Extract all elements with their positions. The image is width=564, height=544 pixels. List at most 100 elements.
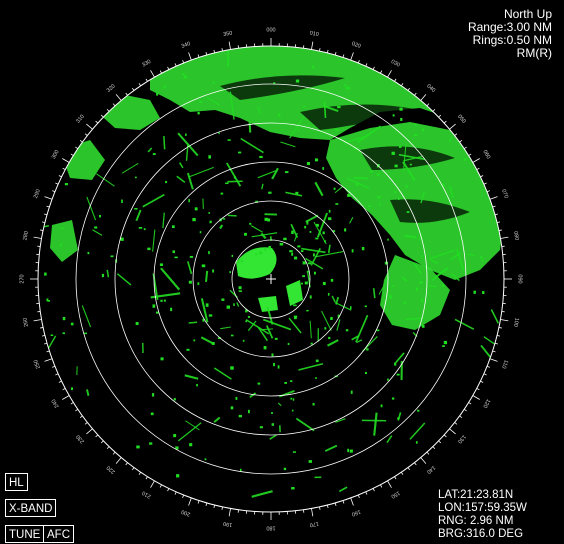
bearing-tick [494, 213, 498, 216]
echo-clutter-streak [219, 224, 224, 230]
echo-speck [315, 359, 319, 363]
echo-speck [247, 409, 250, 414]
echo-speck [302, 275, 305, 278]
bearing-tick [494, 342, 498, 345]
echo-speck [120, 237, 124, 241]
motion-mode[interactable]: RM(R) [516, 46, 552, 60]
echo-speck [229, 271, 231, 274]
echo-speck [218, 132, 220, 134]
echo-speck [64, 183, 68, 186]
echo-clutter-streak [316, 212, 329, 238]
echo-speck [243, 232, 247, 236]
echo-speck [208, 314, 213, 317]
echo-clutter-streak [331, 295, 336, 303]
echo-clutter-streak [225, 162, 242, 187]
afc-button[interactable]: AFC [43, 525, 74, 543]
bearing-tick [372, 66, 375, 70]
echo-speck [273, 82, 276, 85]
echo-speck [443, 340, 448, 345]
echo-speck [83, 332, 88, 335]
echo-speck [380, 404, 383, 408]
echo-clutter-streak [257, 170, 276, 179]
bearing-tick [468, 402, 472, 405]
tune-button[interactable]: TUNE [5, 525, 45, 543]
range-ring-5 [75, 83, 467, 475]
bearing-tick [62, 388, 66, 391]
echo-speck [322, 231, 325, 235]
bearing-label-180: 180 [266, 525, 275, 531]
cursor-bearing: BRG:316.0 DEG [438, 528, 524, 540]
range-readout[interactable]: Range:3.00 NM [467, 20, 552, 34]
bearing-tick [197, 54, 200, 58]
bearing-tick [311, 41, 314, 50]
echo-clutter-streak [178, 162, 184, 169]
echo-speck [174, 256, 178, 259]
echo-speck [263, 346, 267, 350]
echo-speck [160, 299, 163, 302]
echo-speck [366, 348, 369, 351]
band-button[interactable]: X-BAND [5, 499, 57, 517]
bearing-tick [125, 92, 128, 96]
echo-speck [267, 218, 271, 222]
bearing-tick [483, 182, 487, 185]
echo-shadow-2 [300, 104, 420, 130]
bearing-tick [387, 480, 392, 488]
echo-clutter-streak [402, 161, 416, 182]
echo-near-target-2 [286, 280, 303, 306]
echo-clutter-streak [295, 417, 315, 432]
bearing-tick [350, 497, 354, 506]
echo-near-target-3 [258, 296, 278, 312]
echo-speck [70, 322, 74, 326]
echo-speck [302, 261, 306, 265]
echo-speck [391, 151, 395, 155]
echo-clutter-streak [298, 362, 324, 371]
echo-speck [163, 299, 166, 302]
display-status-panel: North Up Range:3.00 NM Rings:0.50 NM RM(… [468, 8, 552, 60]
bearing-label-080: 080 [512, 231, 520, 241]
echo-speck [314, 158, 319, 162]
echo-speck [156, 92, 159, 96]
echo-clutter-streak [162, 212, 165, 229]
echo-speck [364, 305, 367, 308]
bearing-label-240: 240 [51, 398, 61, 409]
bearing-label-090: 090 [517, 274, 523, 283]
echo-speck [283, 237, 287, 241]
cursor-lon: LON:157:59.35W [438, 502, 527, 514]
echo-speck [47, 300, 50, 302]
echo-clutter-streak [271, 167, 279, 180]
range-ring-4 [114, 122, 428, 436]
echo-speck [271, 353, 274, 357]
echo-speck [192, 217, 196, 222]
echo-landmass-4 [95, 95, 160, 130]
echo-speck [349, 306, 352, 310]
bearing-tick [350, 52, 354, 61]
echo-speck [308, 460, 313, 463]
echo-speck [235, 397, 238, 400]
echo-clutter-streak [334, 186, 343, 194]
bearing-tick [342, 54, 345, 58]
echo-shadow-1 [220, 75, 345, 100]
echo-speck [350, 390, 353, 394]
echo-clutter-streak [106, 269, 110, 278]
echo-clutter-streak [288, 317, 302, 334]
bearing-tick [174, 491, 177, 495]
echo-speck [306, 125, 309, 128]
bearing-label-020: 020 [351, 41, 362, 50]
echo-speck [322, 167, 325, 170]
echo-speck [233, 303, 235, 306]
echo-clutter-streak [353, 176, 369, 180]
bearing-tick [86, 428, 93, 435]
bearing-tick [182, 60, 185, 64]
hl-button[interactable]: HL [5, 473, 28, 491]
echo-speck [135, 321, 139, 326]
echo-clutter-streak [285, 191, 303, 197]
echo-speck [202, 318, 205, 322]
echo-speck [421, 255, 423, 259]
echo-speck [297, 245, 301, 248]
echo-clutter-streak [263, 318, 292, 331]
orientation-mode[interactable]: North Up [503, 7, 552, 21]
echo-speck [347, 193, 351, 197]
echo-speck [173, 434, 177, 438]
